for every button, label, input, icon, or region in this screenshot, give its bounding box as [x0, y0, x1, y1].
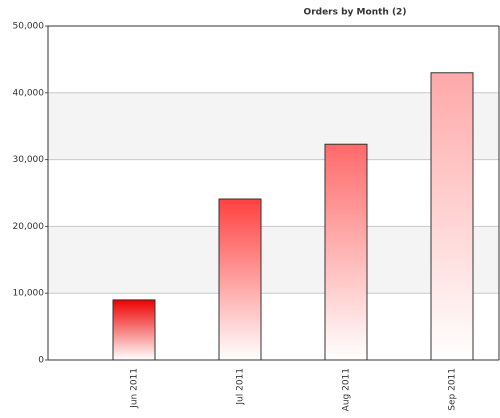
x-tick-label: Jul 2011: [236, 368, 246, 406]
bar: [218, 198, 262, 361]
x-tick-label: Sep 2011: [448, 368, 458, 411]
y-tick-label: 50,000: [13, 22, 45, 32]
y-tick-label: 40,000: [13, 88, 45, 98]
x-tick-label: Jun 2011: [130, 368, 140, 409]
grid-band: [48, 226, 499, 294]
y-tick-label: 10,000: [13, 289, 45, 299]
y-tick-label: 20,000: [13, 222, 45, 232]
plot-background: [48, 92, 499, 294]
bar: [324, 143, 368, 361]
y-tick-label: 0: [38, 356, 44, 366]
chart-title: Orders by Month (2): [304, 8, 407, 18]
x-tick-label: Aug 2011: [342, 368, 352, 411]
bar: [112, 299, 156, 361]
grid-band: [48, 92, 499, 160]
bar: [430, 72, 474, 361]
y-tick-label: 30,000: [13, 155, 45, 165]
